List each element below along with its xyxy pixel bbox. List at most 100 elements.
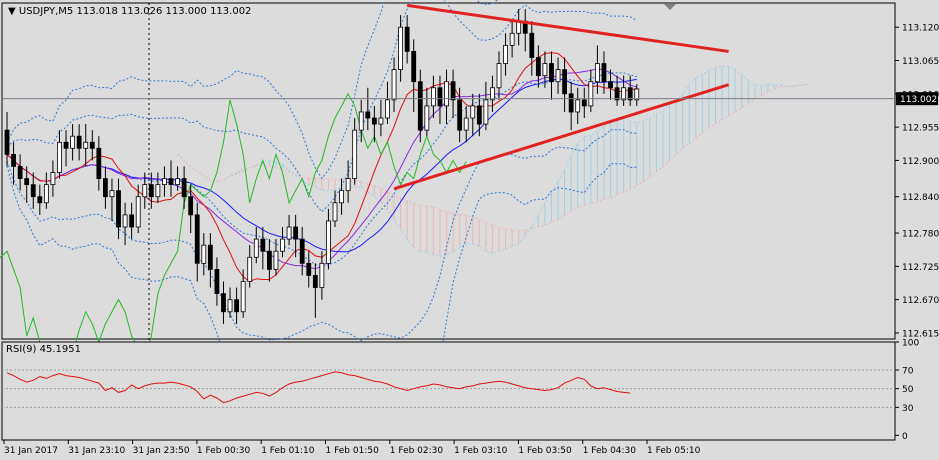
header-quote: 113.018 113.026 113.000 113.002 xyxy=(76,6,251,17)
candle-body xyxy=(266,250,272,270)
candle-body xyxy=(509,32,515,46)
time-tick-label: 31 Jan 23:10 xyxy=(68,446,125,456)
candle-body xyxy=(345,178,351,192)
candle-body xyxy=(608,81,613,89)
time-tick-label: 1 Feb 01:50 xyxy=(326,446,380,456)
candle-body xyxy=(417,81,423,131)
candle-body xyxy=(148,184,154,198)
candle-body xyxy=(555,69,561,83)
candle-body xyxy=(207,244,213,270)
header-arrow-icon: ▼ xyxy=(8,6,19,17)
candle-body xyxy=(496,63,502,89)
candle-body xyxy=(490,87,495,101)
candle-body xyxy=(37,196,43,204)
price-tick-label: 113.120 xyxy=(902,24,939,34)
candle-body xyxy=(306,262,312,276)
candle-body xyxy=(168,178,174,186)
bollinger-upper-2 xyxy=(6,0,638,213)
candle-body xyxy=(404,26,410,52)
candle-body xyxy=(293,226,299,240)
candle-body xyxy=(129,214,135,228)
candle-body xyxy=(273,250,279,270)
candle-body xyxy=(601,63,607,83)
price-tick-label: 112.670 xyxy=(902,296,939,306)
candle-body xyxy=(103,178,108,198)
rsi-label: RSI(9) 45.1951 xyxy=(6,344,81,355)
candle-body xyxy=(627,87,633,101)
candle-body xyxy=(76,135,82,149)
rsi-tick-label: 0 xyxy=(902,432,908,442)
candle-body xyxy=(352,129,358,179)
candle-body xyxy=(358,111,364,131)
time-tick-label: 31 Jan 23:50 xyxy=(133,446,190,456)
price-tick-label: 112.840 xyxy=(902,193,939,203)
candle-body xyxy=(162,178,167,186)
candle-body xyxy=(634,88,640,101)
candle-body xyxy=(24,178,30,186)
lower-trendline[interactable] xyxy=(393,83,730,191)
candle-body xyxy=(457,99,463,131)
candle-body xyxy=(424,105,430,131)
candle-body xyxy=(214,268,220,294)
chart-header-text: ▼ USDJPY,M5 113.018 113.026 113.000 113.… xyxy=(8,6,251,17)
candle-body xyxy=(63,141,69,149)
candle-body xyxy=(365,111,371,119)
current-price-box xyxy=(896,92,938,106)
candle-body xyxy=(260,238,266,252)
candle-body xyxy=(221,293,226,313)
candle-body xyxy=(122,214,128,228)
candle-body xyxy=(444,81,449,107)
chart-shift-marker-icon[interactable] xyxy=(664,4,676,10)
candle-body xyxy=(411,51,417,83)
candle-body xyxy=(109,190,115,198)
bollinger-middle xyxy=(6,72,637,268)
candle-body xyxy=(581,99,587,107)
candle-body xyxy=(535,57,541,77)
candle-body xyxy=(188,196,194,216)
candle-body xyxy=(116,190,121,228)
candle-body xyxy=(4,129,10,155)
trendlines[interactable] xyxy=(393,3,730,191)
rsi-line xyxy=(6,371,631,404)
price-tick-label: 112.900 xyxy=(902,157,939,167)
price-pane-overlay xyxy=(2,3,895,440)
bollinger-lower-2 xyxy=(6,129,637,342)
rsi-pane-frame xyxy=(1,341,896,441)
candle-body xyxy=(50,172,56,186)
candle-body xyxy=(11,153,16,167)
rsi-tick-label: 30 xyxy=(902,404,914,414)
senkou-span-a xyxy=(177,65,808,257)
bollinger-upper-3 xyxy=(6,0,499,180)
candle-body xyxy=(476,105,482,125)
price-tick-label: 112.955 xyxy=(902,124,939,134)
candle-body xyxy=(398,26,404,70)
time-tick-label: 1 Feb 00:30 xyxy=(197,446,251,456)
price-tick-label: 112.615 xyxy=(902,329,939,339)
candle-body xyxy=(70,135,75,149)
candle-body xyxy=(483,99,489,125)
candles xyxy=(4,9,640,324)
candle-body xyxy=(562,69,567,95)
candle-body xyxy=(253,238,259,258)
candle-body xyxy=(378,117,384,125)
candle-body xyxy=(595,63,600,83)
candle-body xyxy=(470,105,476,119)
rsi-tick-label: 100 xyxy=(902,339,919,349)
candle-body xyxy=(339,190,344,204)
axes: 113.120113.065113.010112.955112.900112.8… xyxy=(3,24,939,456)
candle-body xyxy=(181,178,187,198)
candle-body xyxy=(385,99,390,119)
upper-trendline[interactable] xyxy=(406,3,729,53)
candle-body xyxy=(280,238,285,252)
candle-body xyxy=(286,226,292,240)
candle-body xyxy=(227,299,233,313)
candle-body xyxy=(326,220,331,264)
candle-body xyxy=(234,299,240,313)
time-tick-label: 1 Feb 05:10 xyxy=(647,446,701,456)
time-tick-label: 1 Feb 01:10 xyxy=(261,446,315,456)
candle-body xyxy=(96,147,102,179)
candle-body xyxy=(43,184,49,204)
candle-body xyxy=(614,87,620,101)
candle-body xyxy=(549,63,554,83)
